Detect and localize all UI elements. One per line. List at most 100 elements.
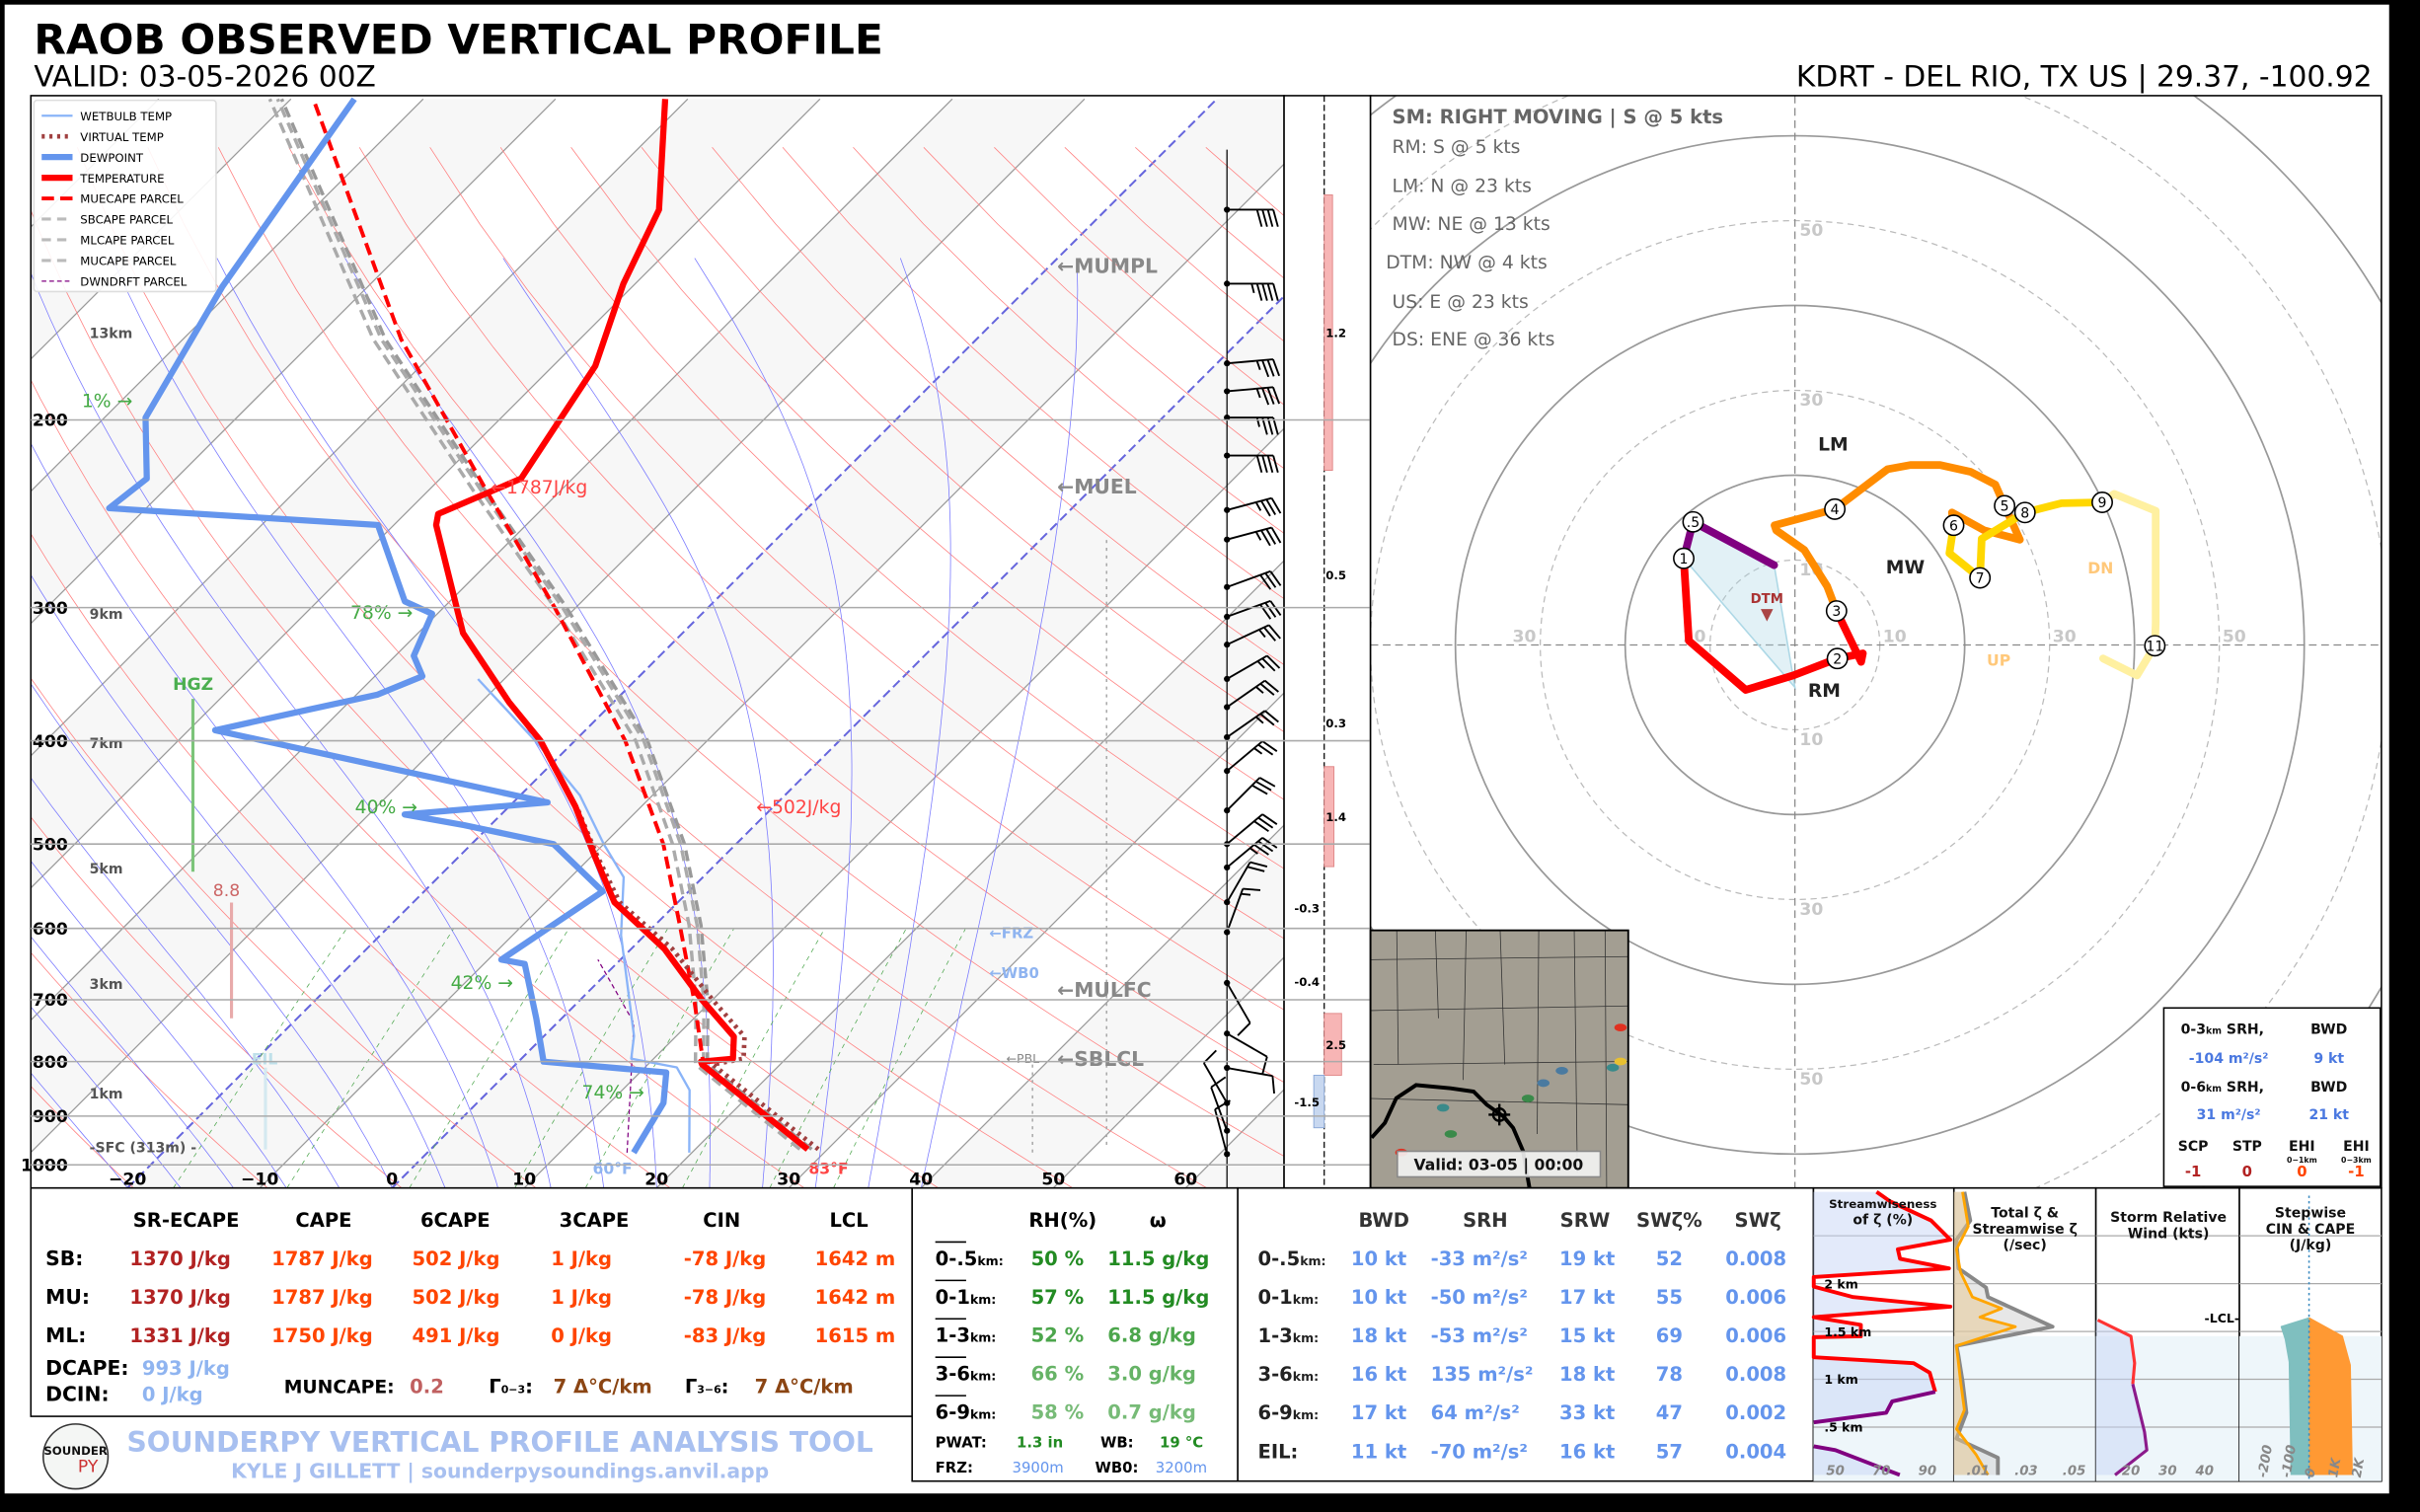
up-label: UP <box>1987 651 2010 670</box>
thermo-value: 502 J/kg <box>413 1286 500 1309</box>
panel-tick-label: .01 <box>1967 1464 1991 1478</box>
wind-barb <box>1224 280 1279 301</box>
kinematic-row-label: 3-6km: <box>1257 1363 1319 1386</box>
moisture-row-label: 0-1km: <box>936 1286 997 1309</box>
dry-adiabat <box>429 147 1285 940</box>
kinematic-value: 17 kt <box>1559 1286 1615 1309</box>
temp-tick-label: 40 <box>909 1171 933 1190</box>
legend-label: DEWPOINT <box>80 151 144 165</box>
pressure-tick-label: 300 <box>33 599 68 619</box>
sbcape-parcel-line <box>267 98 801 1151</box>
panel-tick-label: 2K <box>2350 1456 2368 1479</box>
moisture-row-label: 6-9km: <box>936 1401 997 1424</box>
thermo-value: 1750 J/kg <box>271 1324 373 1347</box>
isotherm <box>31 98 557 625</box>
wind-barb <box>1224 710 1279 741</box>
dtm-marker-icon <box>1761 609 1774 622</box>
dry-adiabat <box>31 379 804 1188</box>
wind-barb <box>1224 496 1282 517</box>
temp-tick-label: −20 <box>109 1171 146 1190</box>
mumpl-label: ←MUMPL <box>1057 255 1158 278</box>
moisture-extra-label: WB: <box>1100 1433 1134 1451</box>
wind-barb <box>1224 386 1280 406</box>
hodo-height-marker <box>1969 567 1992 589</box>
kinematic-row-label: 0-.5km: <box>1257 1247 1325 1270</box>
temp-tick-label: 30 <box>777 1171 800 1190</box>
streamwiseness-line-low <box>1813 1390 1936 1425</box>
mixing-ratio-line <box>769 929 907 1188</box>
isotherm <box>391 294 1285 1188</box>
isobars <box>31 418 1371 1167</box>
sr-wind-line-fill <box>2095 1320 2135 1385</box>
wind-barb <box>1224 740 1278 775</box>
wind-barb <box>1224 679 1279 711</box>
hodo-ring-label: 50 <box>1799 221 1823 241</box>
rh-value: 58 % <box>1031 1401 1085 1424</box>
streamwiseness-line <box>1811 1190 1953 1393</box>
panel-tick-label: -200 <box>2256 1444 2277 1478</box>
moisture-row-label: 0-.5km: <box>936 1247 1004 1270</box>
mw-label: MW <box>1886 558 1926 578</box>
moisture-extra-value: 1.3 in <box>1017 1433 1063 1451</box>
county-line <box>1370 1097 1628 1105</box>
height-label: 1 km <box>1824 1372 1857 1387</box>
layer-bar <box>1323 194 1333 471</box>
hodo-height-label: 4 <box>1831 502 1840 518</box>
total-vorticity-line-fill <box>1953 1191 2053 1475</box>
thermo-header: LCL <box>829 1209 868 1232</box>
cin-area <box>2280 1317 2309 1475</box>
thermo-row-label: ML: <box>45 1323 86 1347</box>
border-line <box>1370 1083 1532 1188</box>
layer-value-panel: 1.2 0.5 0.3 1.4 -0.3 -0.4 2.5 -1.5 <box>1283 95 1372 1189</box>
dry-adiabat <box>31 1086 134 1188</box>
hodo-segment <box>1771 461 2024 615</box>
map-background <box>1370 930 1628 1188</box>
height-label: 1km <box>90 1087 123 1102</box>
temp-tick-label: 20 <box>644 1171 668 1190</box>
dn-label: DN <box>2087 559 2113 577</box>
panel-title: Streamwise ζ <box>1972 1222 2077 1238</box>
dry-adiabat <box>31 677 537 1188</box>
height-label: .5 km <box>1824 1420 1862 1435</box>
layer-value-label: 0.5 <box>1325 568 1346 582</box>
thermo-value: 1331 J/kg <box>129 1324 231 1347</box>
panel-tick-label: 70 <box>1872 1464 1890 1478</box>
rh-label: 1% → <box>82 392 132 413</box>
kinematic-header: SWζ% <box>1636 1209 1702 1232</box>
rh-label: 78% → <box>350 603 413 624</box>
valid-time: VALID: 03-05-2026 00Z <box>34 60 375 95</box>
pressure-tick-label: 400 <box>33 732 68 752</box>
moisture-row-label: 3-6km: <box>936 1363 997 1386</box>
hodo-segment <box>2098 490 2160 680</box>
hodo-ring-label: 30 <box>2053 627 2077 646</box>
index-label: EHI <box>2343 1139 2370 1155</box>
rm-label: RM <box>1808 681 1841 702</box>
thermo-value: 1 J/kg <box>551 1286 612 1309</box>
streamwiseness-line-fill <box>1813 1191 1951 1393</box>
panel-title: of ζ (%) <box>1853 1212 1913 1228</box>
layer-bar <box>1323 766 1335 868</box>
sblcl-label: ←SBLCL <box>1057 1047 1144 1071</box>
kinematic-value: 0.008 <box>1725 1363 1786 1386</box>
index-label: EHI <box>2289 1139 2315 1155</box>
bwd-value: 21 kt <box>2308 1107 2349 1123</box>
county-line <box>1463 930 1467 1081</box>
mlcape-parcel-line <box>275 98 809 1151</box>
wind-barb <box>1224 624 1281 648</box>
rh-value: 66 % <box>1031 1363 1085 1386</box>
temp-tick-label: 60 <box>1173 1171 1197 1190</box>
hodo-ring-label: 30 <box>1799 900 1823 920</box>
hodo-ring-label: 30 <box>1512 627 1536 646</box>
hodo-height-marker <box>1824 497 1847 520</box>
panel-tick-label: 50 <box>1826 1464 1844 1478</box>
hodo-height-label: 2 <box>1833 651 1842 667</box>
srh-value: -104 m²/s² <box>2189 1051 2269 1067</box>
wind-barb <box>1224 861 1268 906</box>
rh-value: 57 % <box>1031 1286 1085 1309</box>
hodo-ring-label: 30 <box>1799 391 1823 411</box>
mixing-ratio-value: 11.5 g/kg <box>1107 1286 1209 1309</box>
thermo-header: 3CAPE <box>560 1209 630 1232</box>
station-info: KDRT - DEL RIO, TX US | 29.37, -100.92 <box>1796 60 2373 95</box>
radar-echo <box>1521 1095 1535 1102</box>
thermo-row-label: MU: <box>45 1285 90 1309</box>
